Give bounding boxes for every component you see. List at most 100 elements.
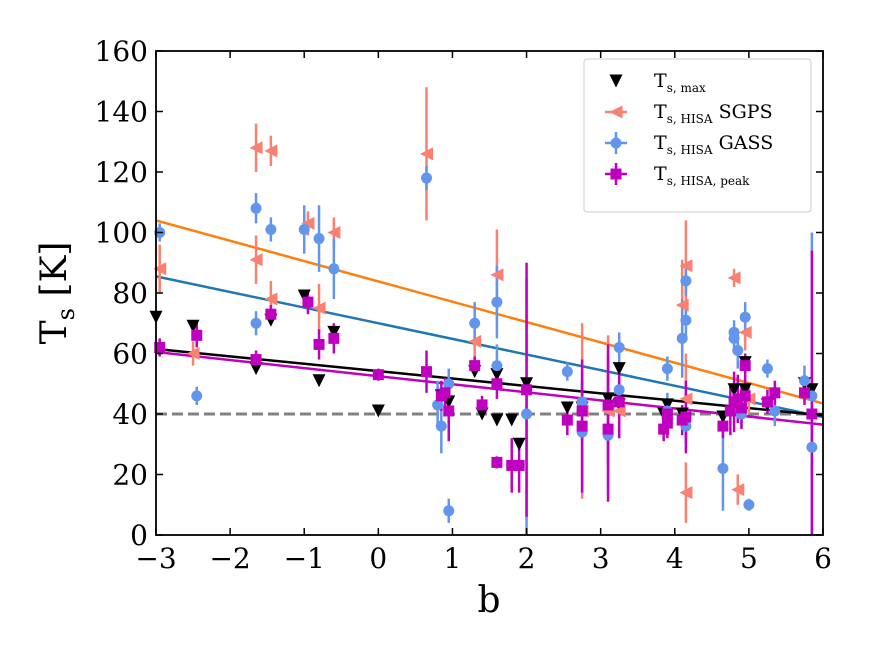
data-point-series-4: [443, 405, 455, 417]
x-tick-label: 5: [740, 542, 758, 575]
data-point-series-1: [371, 404, 385, 418]
data-point-series-4: [250, 354, 262, 366]
data-point-series-1: [297, 289, 311, 303]
y-axis-label-sub: s: [52, 308, 80, 320]
data-point-series-2: [679, 486, 693, 500]
data-point-series-3: [521, 408, 533, 420]
data-point-series-4: [739, 360, 751, 372]
data-point-series-2: [420, 147, 434, 161]
legend-box: [583, 58, 812, 213]
data-point-series-4: [521, 384, 533, 396]
data-point-series-3: [739, 311, 751, 323]
data-point-series-4: [798, 387, 810, 399]
data-point-series-3: [265, 223, 277, 235]
data-point-series-4: [476, 399, 488, 411]
data-point-series-4: [732, 393, 744, 405]
data-point-series-2: [264, 292, 278, 306]
data-point-series-2: [249, 253, 263, 267]
data-point-series-4: [513, 459, 525, 471]
x-tick-label: −2: [209, 542, 250, 575]
data-point-series-3: [435, 420, 447, 432]
data-point-series-3: [798, 375, 810, 387]
data-point-series-1: [612, 362, 626, 376]
legend-marker-2: [609, 105, 623, 119]
data-point-series-3: [761, 363, 773, 375]
data-point-series-4: [576, 405, 588, 417]
x-axis-label: b: [477, 580, 500, 621]
data-point-series-1: [601, 392, 615, 406]
data-point-series-3: [432, 399, 444, 411]
data-point-series-1: [490, 413, 504, 427]
data-point-series-3: [676, 332, 688, 344]
data-point-series-3: [680, 314, 692, 326]
data-point-series-4: [561, 414, 573, 426]
data-point-series-4: [506, 459, 518, 471]
data-point-series-1: [490, 368, 504, 382]
data-point-series-3: [191, 390, 203, 402]
points-layer: [149, 141, 819, 517]
data-point-series-4: [739, 390, 751, 402]
data-point-series-4: [265, 308, 277, 320]
y-tick-label: 0: [130, 519, 148, 552]
data-point-series-2: [301, 216, 315, 230]
data-point-series-4: [717, 420, 729, 432]
data-point-series-3: [769, 405, 781, 417]
data-point-series-3: [613, 341, 625, 353]
data-point-series-2: [727, 271, 741, 285]
data-point-series-1: [186, 319, 200, 333]
fit-line-2: [155, 219, 824, 405]
data-point-series-4: [302, 296, 314, 308]
data-point-series-2: [612, 404, 626, 418]
data-point-series-3: [613, 384, 625, 396]
y-axis-label-unit: [K]: [34, 242, 75, 308]
data-point-series-4: [439, 387, 451, 399]
data-point-series-4: [769, 387, 781, 399]
data-point-series-4: [761, 396, 773, 408]
data-point-series-4: [661, 408, 673, 420]
fit-line-1: [155, 347, 824, 417]
data-point-series-1: [660, 398, 674, 412]
y-tick-label: 20: [112, 459, 148, 492]
data-point-series-4: [191, 329, 203, 341]
x-tick-label: 2: [518, 542, 536, 575]
data-point-series-4: [658, 423, 670, 435]
data-point-series-4: [735, 402, 747, 414]
data-point-series-3: [443, 378, 455, 390]
data-point-series-2: [490, 268, 504, 282]
data-point-series-1: [505, 413, 519, 427]
data-point-series-2: [679, 259, 693, 273]
data-point-series-1: [560, 401, 574, 415]
y-tick-label: 120: [95, 156, 148, 189]
legend: Ts, max Ts, HISA SGPS Ts, HISA GASS Ts, HIS…: [583, 58, 812, 213]
data-point-series-2: [186, 347, 200, 360]
legend-marker-3: [610, 137, 622, 149]
data-point-series-1: [312, 374, 326, 388]
data-point-series-2: [468, 334, 482, 348]
data-point-series-2: [731, 483, 745, 497]
legend-marker-4: [610, 168, 622, 180]
data-point-series-3: [328, 263, 340, 275]
legend-label-3: Ts, HISA GASS: [654, 132, 773, 157]
data-point-series-4: [724, 405, 736, 417]
data-point-series-3: [491, 296, 503, 308]
data-point-series-2: [679, 392, 693, 406]
y-tick-label: 140: [95, 96, 148, 129]
data-point-series-1: [805, 383, 819, 397]
data-point-series-2: [675, 298, 689, 312]
fit-line-3: [155, 275, 824, 419]
data-point-series-2: [249, 141, 263, 155]
data-point-series-1: [249, 362, 263, 376]
data-point-series-4: [602, 423, 614, 435]
data-point-series-4: [576, 420, 588, 432]
legend-marker-1: [609, 74, 623, 88]
fit-line-4: [155, 350, 824, 426]
y-tick-label: 60: [112, 338, 148, 371]
data-point-series-3: [576, 396, 588, 408]
x-tick-label: 4: [666, 542, 684, 575]
data-point-series-2: [327, 226, 341, 239]
x-tick-label: 1: [444, 542, 462, 575]
data-point-series-1: [727, 383, 741, 397]
y-tick-label: 80: [112, 277, 148, 310]
x-tick-label: 3: [592, 542, 610, 575]
